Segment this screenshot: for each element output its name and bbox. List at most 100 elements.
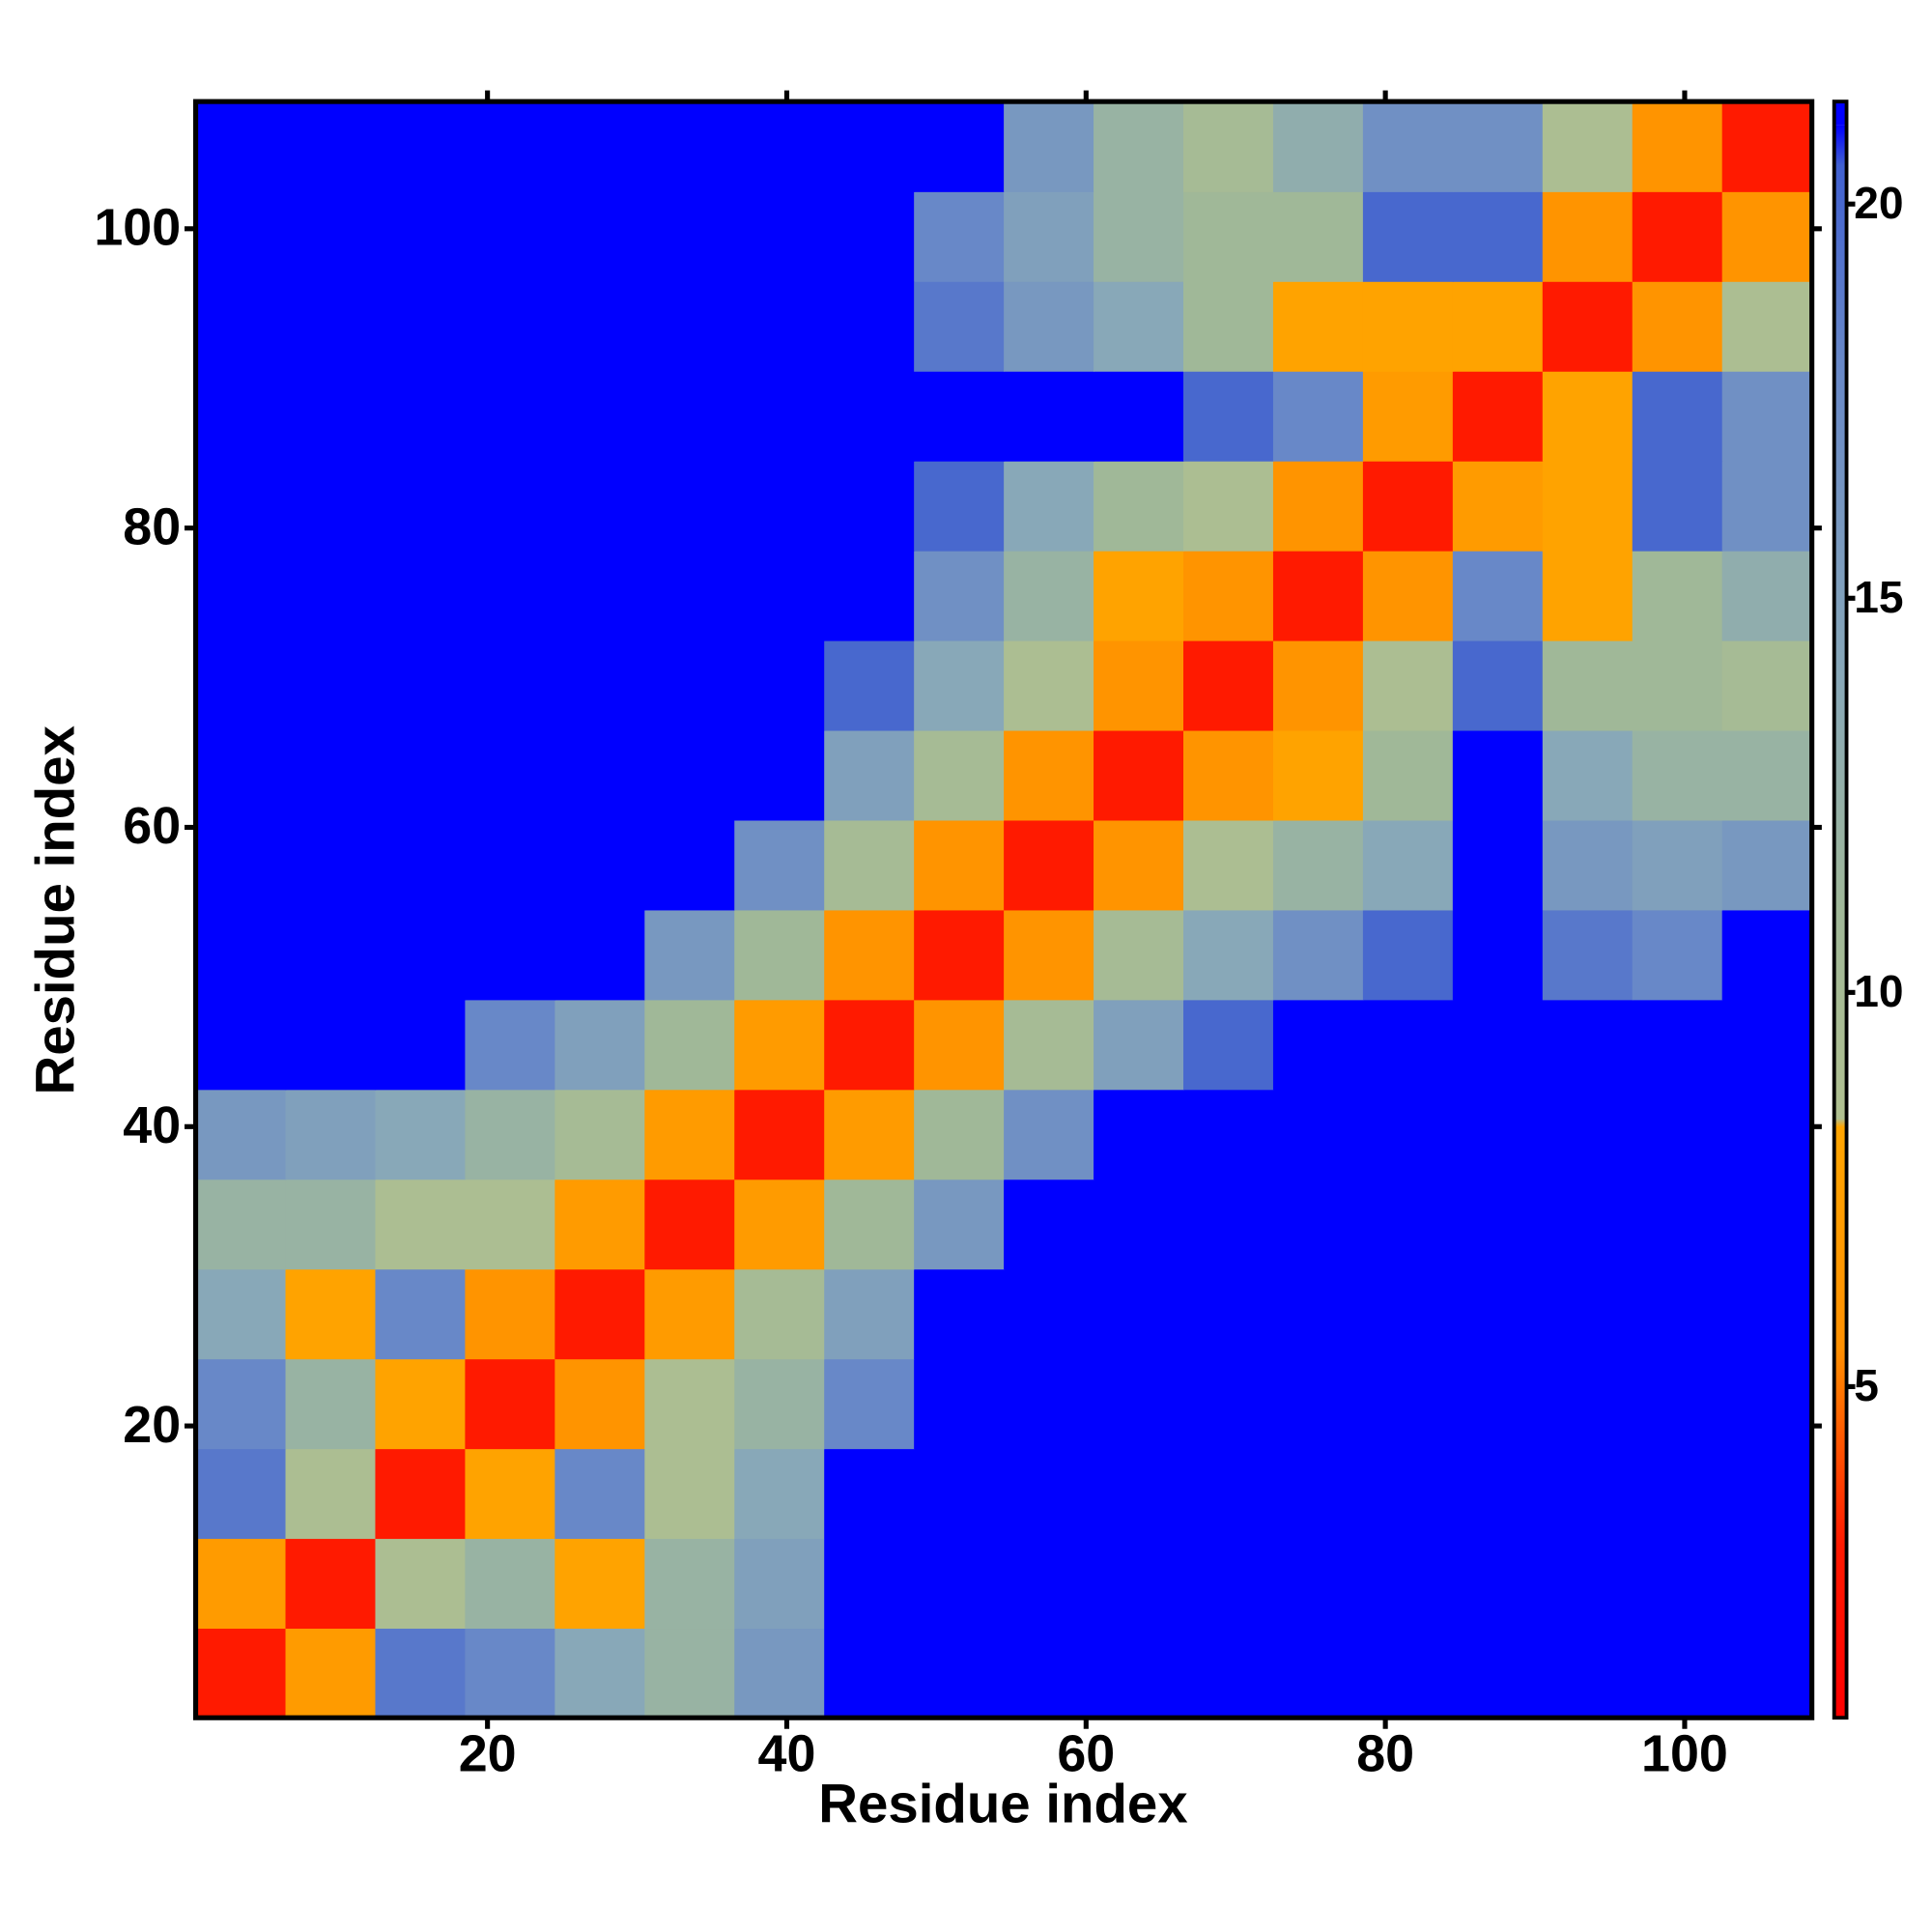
heatmap-cell bbox=[1183, 819, 1274, 911]
heatmap-cell bbox=[554, 101, 646, 192]
heatmap-cell bbox=[1542, 729, 1634, 821]
heatmap-cell bbox=[1542, 281, 1634, 372]
heatmap-cell bbox=[1272, 639, 1364, 731]
heatmap-cell bbox=[734, 909, 825, 1001]
heatmap-cell bbox=[824, 1538, 915, 1630]
heatmap-cell bbox=[465, 460, 556, 552]
heatmap-cell bbox=[734, 819, 825, 911]
heatmap-cell bbox=[465, 550, 556, 641]
heatmap-cell bbox=[824, 101, 915, 192]
heatmap-cell bbox=[465, 1448, 556, 1540]
heatmap-cell bbox=[375, 729, 467, 821]
heatmap-cell bbox=[914, 101, 1005, 192]
y-tick-label: 100 bbox=[94, 199, 181, 257]
heatmap-cell bbox=[914, 909, 1005, 1001]
colorbar-tick-label: 20 bbox=[1854, 178, 1903, 228]
heatmap-cell bbox=[1004, 370, 1094, 462]
heatmap-cell bbox=[1721, 999, 1813, 1091]
colorbar-segment bbox=[1833, 125, 1847, 166]
heatmap-cell bbox=[1632, 639, 1723, 731]
heatmap-cell bbox=[195, 1268, 287, 1360]
heatmap-cell bbox=[375, 101, 467, 192]
heatmap-cell bbox=[1542, 370, 1634, 462]
heatmap-cell bbox=[554, 909, 646, 1001]
heatmap-cell bbox=[1183, 460, 1274, 552]
heatmap-cell bbox=[1004, 909, 1094, 1001]
x-tick-label: 100 bbox=[1641, 1724, 1728, 1782]
heatmap-cell bbox=[1272, 370, 1364, 462]
heatmap-cell bbox=[1632, 1358, 1723, 1450]
heatmap-cell bbox=[375, 1179, 467, 1270]
heatmap-cell bbox=[285, 999, 377, 1091]
heatmap-cell bbox=[644, 101, 736, 192]
heatmap-cell bbox=[1362, 1268, 1454, 1360]
heatmap-cell bbox=[1362, 819, 1454, 911]
heatmap-cell bbox=[1004, 191, 1094, 282]
heatmap-cell bbox=[734, 1179, 825, 1270]
heatmap-cell bbox=[1004, 101, 1094, 192]
heatmap-cell bbox=[824, 281, 915, 372]
heatmap-cell bbox=[1004, 550, 1094, 641]
heatmap-cell bbox=[195, 819, 287, 911]
heatmap-cell bbox=[1721, 101, 1813, 192]
heatmap-cell bbox=[914, 729, 1005, 821]
heatmap-cell bbox=[1362, 1179, 1454, 1270]
heatmap-cell bbox=[1362, 999, 1454, 1091]
heatmap-cell bbox=[1452, 1538, 1544, 1630]
heatmap-cell bbox=[824, 191, 915, 282]
heatmap-cell bbox=[644, 281, 736, 372]
heatmap-cell bbox=[734, 191, 825, 282]
heatmap-cell bbox=[1542, 460, 1634, 552]
heatmap-cell bbox=[195, 1628, 287, 1719]
heatmap-cell bbox=[1542, 191, 1634, 282]
heatmap-cell bbox=[1632, 191, 1723, 282]
heatmap-cell bbox=[1542, 999, 1634, 1091]
heatmap-cells bbox=[195, 101, 1813, 1719]
heatmap-cell bbox=[375, 1089, 467, 1180]
heatmap-cell bbox=[824, 550, 915, 641]
heatmap-cell bbox=[1721, 1358, 1813, 1450]
heatmap-cell bbox=[1272, 281, 1364, 372]
heatmap-cell bbox=[914, 370, 1005, 462]
heatmap-cell bbox=[1183, 370, 1274, 462]
heatmap-cell bbox=[195, 281, 287, 372]
heatmap-cell bbox=[914, 1538, 1005, 1630]
heatmap-cell bbox=[1542, 1268, 1634, 1360]
heatmap-cell bbox=[644, 370, 736, 462]
x-axis-label: Residue index bbox=[818, 1774, 1187, 1834]
heatmap-cell bbox=[824, 370, 915, 462]
heatmap-cell bbox=[644, 819, 736, 911]
heatmap-cell bbox=[1452, 999, 1544, 1091]
heatmap-cell bbox=[1183, 1448, 1274, 1540]
heatmap-cell bbox=[285, 281, 377, 372]
heatmap-cell bbox=[1542, 1089, 1634, 1180]
heatmap-cell bbox=[1272, 1089, 1364, 1180]
heatmap-cell bbox=[1452, 1089, 1544, 1180]
heatmap-cell bbox=[1183, 1089, 1274, 1180]
axes: 20 40 60 80 100 20 40 60 80 100 5 10 15 20 bbox=[94, 90, 1904, 1782]
heatmap-cell bbox=[1272, 1448, 1364, 1540]
colorbar-segment bbox=[1833, 676, 1847, 915]
heatmap-cell bbox=[914, 1628, 1005, 1719]
heatmap-cell bbox=[1272, 1358, 1364, 1450]
heatmap-cell bbox=[285, 1628, 377, 1719]
x-tick-label: 40 bbox=[758, 1724, 816, 1782]
heatmap-cell bbox=[375, 1538, 467, 1630]
heatmap-cell bbox=[1004, 1448, 1094, 1540]
heatmap-cell bbox=[1452, 909, 1544, 1001]
y-tick-label: 60 bbox=[123, 797, 181, 855]
x-tick-label: 80 bbox=[1356, 1724, 1414, 1782]
heatmap-cell bbox=[1632, 370, 1723, 462]
heatmap-cell bbox=[1272, 729, 1364, 821]
heatmap-cell bbox=[465, 999, 556, 1091]
colorbar-segment bbox=[1833, 101, 1847, 126]
heatmap-cell bbox=[465, 281, 556, 372]
heatmap-cell bbox=[554, 639, 646, 731]
heatmap-cell bbox=[554, 1089, 646, 1180]
heatmap-cell bbox=[1183, 1179, 1274, 1270]
heatmap-cell bbox=[1542, 550, 1634, 641]
heatmap-cell bbox=[1452, 639, 1544, 731]
heatmap-cell bbox=[1094, 550, 1184, 641]
heatmap-cell bbox=[285, 101, 377, 192]
